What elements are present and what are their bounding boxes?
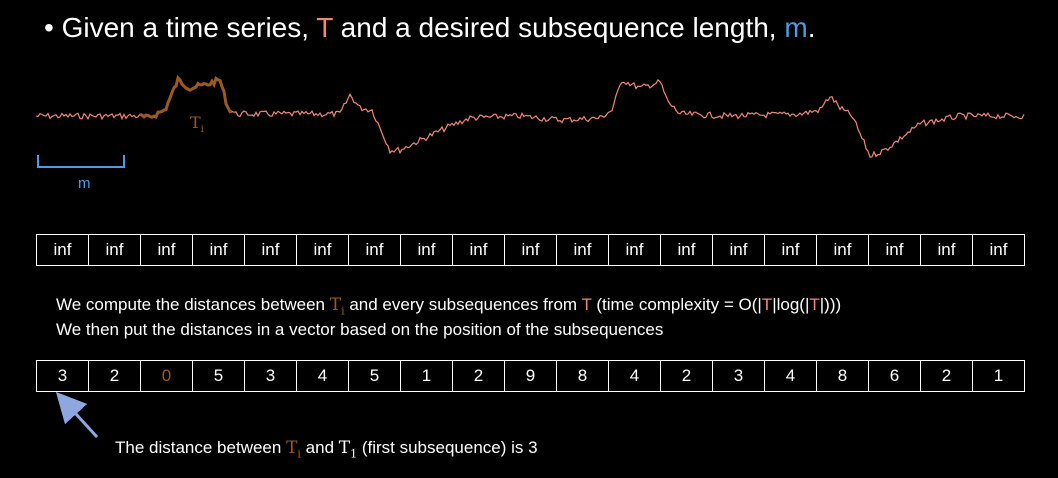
vector-cell: inf bbox=[973, 234, 1025, 266]
m-bracket bbox=[37, 155, 125, 168]
vector-cell: 9 bbox=[505, 360, 557, 392]
description-line-1: We compute the distances between Ti and … bbox=[56, 295, 842, 318]
vector-cell: inf bbox=[401, 234, 453, 266]
vector-cell: inf bbox=[869, 234, 921, 266]
vector-cell: 2 bbox=[89, 360, 141, 392]
vector-cell: 1 bbox=[973, 360, 1025, 392]
time-series-diagram: Ti m bbox=[35, 74, 1025, 192]
vector-cell: 1 bbox=[401, 360, 453, 392]
subsequence-highlight bbox=[139, 74, 233, 120]
bullet: • bbox=[44, 12, 54, 43]
vector-cell: inf bbox=[713, 234, 765, 266]
caption: The distance between Ti and T1 (first su… bbox=[115, 438, 538, 461]
vector-cell: 3 bbox=[713, 360, 765, 392]
vector-cell: 6 bbox=[869, 360, 921, 392]
initial-distance-vector: inf inf inf inf inf inf inf inf inf inf inf inf inf i… bbox=[36, 234, 1025, 266]
subsequence-label: Ti bbox=[190, 113, 204, 135]
vector-cell: 5 bbox=[349, 360, 401, 392]
vector-cell: inf bbox=[297, 234, 349, 266]
vector-cell: inf bbox=[505, 234, 557, 266]
caption-ti: Ti bbox=[286, 438, 301, 461]
vector-cell: inf bbox=[557, 234, 609, 266]
vector-cell: inf bbox=[89, 234, 141, 266]
title-text-3: . bbox=[807, 12, 816, 43]
vector-cell: 2 bbox=[661, 360, 713, 392]
vector-cell: 4 bbox=[297, 360, 349, 392]
vector-cell: inf bbox=[609, 234, 661, 266]
vector-cell: inf bbox=[661, 234, 713, 266]
title-text-1: Given a time series, bbox=[61, 12, 317, 43]
ti-symbol: Ti bbox=[329, 295, 345, 318]
vector-cell: inf bbox=[817, 234, 869, 266]
title-m: m bbox=[784, 12, 808, 43]
title-t: T bbox=[316, 12, 333, 43]
vector-cell: 3 bbox=[245, 360, 297, 392]
vector-cell: 8 bbox=[557, 360, 609, 392]
vector-cell: 2 bbox=[921, 360, 973, 392]
vector-cell: inf bbox=[245, 234, 297, 266]
vector-cell: inf bbox=[193, 234, 245, 266]
caption-t1: T1 bbox=[338, 438, 358, 461]
vector-cell: inf bbox=[37, 234, 89, 266]
vector-cell: 4 bbox=[765, 360, 817, 392]
vector-cell: 8 bbox=[817, 360, 869, 392]
vector-cell: 4 bbox=[609, 360, 661, 392]
vector-cell: inf bbox=[141, 234, 193, 266]
vector-cell: 2 bbox=[453, 360, 505, 392]
vector-cell: 5 bbox=[193, 360, 245, 392]
description-line-2: We then put the distances in a vector ba… bbox=[56, 320, 664, 339]
vector-cell: 0 bbox=[141, 360, 193, 392]
vector-cell: inf bbox=[765, 234, 817, 266]
slide-title: • Given a time series, T and a desired s… bbox=[44, 12, 815, 44]
vector-cell: inf bbox=[453, 234, 505, 266]
m-label: m bbox=[78, 175, 91, 192]
title-text-2: and a desired subsequence length, bbox=[332, 12, 785, 43]
vector-cell: 3 bbox=[37, 360, 89, 392]
vector-cell: inf bbox=[349, 234, 401, 266]
vector-cell: inf bbox=[921, 234, 973, 266]
